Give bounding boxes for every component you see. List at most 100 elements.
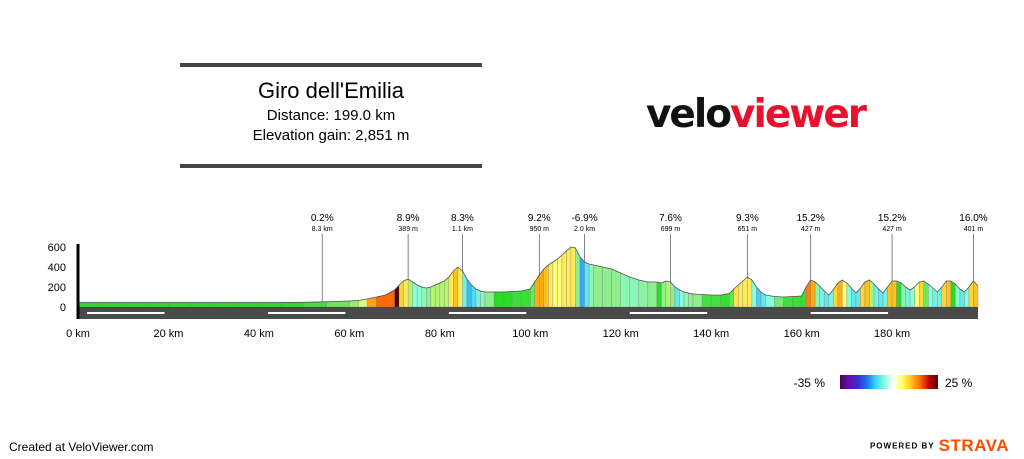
profile-segment [720,293,730,308]
profile-segment [692,293,703,308]
profile-segment [412,281,418,308]
profile-segment [661,280,667,308]
profile-segment [665,280,671,308]
header-block: Giro dell'Emilia Distance: 199.0 km Elev… [180,76,482,146]
climb-length-label: 651 m [738,226,758,233]
header-rule-bottom [180,164,482,168]
strava-badge: POWERED BY STRAVA [870,436,1009,456]
strava-logo: STRAVA [938,436,1009,455]
profile-segment [466,278,472,308]
profile-segment [846,282,852,308]
profile-outline [78,246,979,303]
climb-grade-label: 9.2% [528,213,551,224]
x-tick-label: 160 km [784,328,820,340]
profile-segment [457,266,463,308]
profile-segment [679,289,685,308]
profile-segment [213,302,237,308]
profile-segment [426,286,431,308]
profile-segment [566,246,572,308]
gradient-legend: -35 % 25 % [790,375,990,391]
profile-segment [190,302,214,308]
km-axis-band [267,312,346,314]
y-tick-label: 0 [60,302,66,314]
profile-segment [417,284,422,308]
climb-grade-label: -6.9% [571,213,597,224]
y-tick-label: 600 [48,242,66,254]
credit-text: Created at VeloViewer.com [9,440,154,454]
profile-segment [123,302,146,308]
km-axis-band [87,312,165,314]
profile-segment [588,263,594,308]
profile-segment [493,291,504,308]
profile-segment [638,279,648,308]
climb-grade-label: 0.2% [311,213,334,224]
climb-length-label: 401 m [964,226,984,233]
profile-segment [552,258,558,308]
profile-segment [819,285,825,308]
profile-segment [534,274,540,308]
climb-length-label: 699 m [661,226,681,233]
profile-segment [683,291,689,308]
profile-segment [602,266,612,308]
x-tick-label: 100 km [512,328,548,340]
profile-segment [792,295,802,308]
profile-segment [408,278,413,308]
legend-gradient-bar [840,375,938,389]
legend-max-label: 25 % [945,376,973,390]
profile-segment [783,296,793,308]
profile-segment [439,280,445,308]
profile-segment [864,279,870,308]
profile-segment [579,256,585,308]
km-axis-band [810,312,889,314]
climb-grade-label: 15.2% [796,213,824,224]
profile-segment [521,288,531,308]
profile-segment [878,288,884,308]
profile-segment [688,292,694,308]
climb-length-label: 1.1 km [452,226,473,233]
profile-segment [421,286,427,308]
profile-segment [258,302,282,308]
climb-grade-label: 8.3% [451,213,474,224]
profile-segment [891,280,897,308]
profile-segment [145,302,169,308]
logo-viewer: viewer [730,92,867,137]
profile-segment [968,280,974,308]
profile-segment [570,246,576,308]
profile-segment [941,280,947,308]
y-tick-label: 200 [48,282,66,294]
climb-length-label: 427 m [882,226,902,233]
profile-segment [557,254,563,308]
profile-segment [77,302,101,308]
profile-segment [480,290,486,308]
profile-segment [584,261,590,308]
profile-segment [575,247,581,308]
profile-segment [955,283,961,308]
profile-segment [837,279,843,308]
profile-segment [711,294,721,308]
y-tick-label: 400 [48,262,66,274]
logo-velo: velo [646,92,732,137]
x-tick-label: 180 km [874,328,910,340]
profile-segment [747,276,753,308]
header-rule-top [180,63,482,67]
profile-segment [701,294,712,308]
climb-length-label: 389 m [398,226,418,233]
climb-grade-label: 9.3% [736,213,759,224]
profile-segment [502,291,513,308]
profile-segment [435,282,440,308]
climb-length-label: 950 m [530,226,550,233]
profile-segment [561,250,567,308]
profile-segment [774,296,784,308]
x-tick-label: 140 km [693,328,729,340]
profile-segment [919,280,924,308]
profile-segment [430,284,436,308]
climb-length-label: 8.3 km [312,226,333,233]
profile-segment [168,302,192,308]
profile-segment [593,264,603,308]
profile-segment [742,276,748,308]
climb-grade-label: 15.2% [878,213,906,224]
profile-segment [765,294,775,308]
profile-segment [484,291,495,308]
profile-segment [349,300,359,308]
